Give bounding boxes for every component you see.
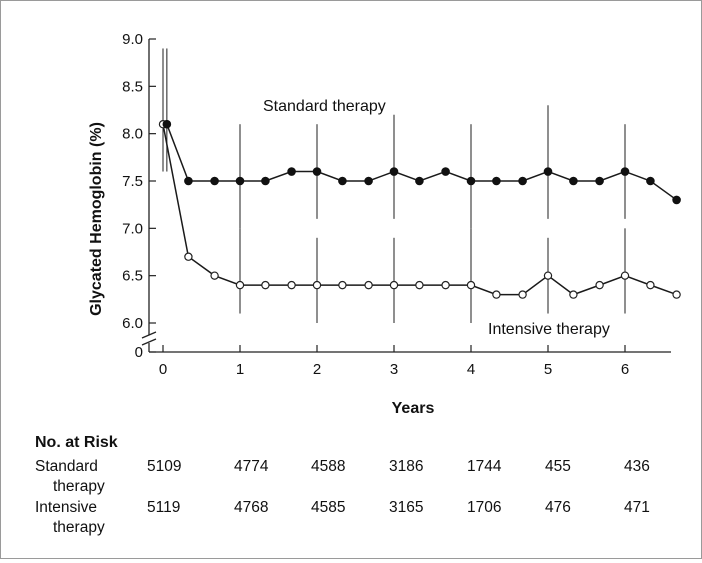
at-risk-value: 4774 (234, 458, 269, 475)
data-point-standard (569, 176, 578, 186)
data-point-standard (646, 176, 655, 186)
y-tick-label: 6.5 (122, 268, 143, 285)
data-point-standard (338, 176, 347, 186)
data-point-intensive (364, 280, 373, 290)
data-point-intensive (287, 280, 296, 290)
at-risk-value: 4585 (311, 499, 345, 516)
data-point-intensive (672, 290, 681, 299)
x-tick-label: 1 (236, 361, 244, 378)
data-point-intensive (543, 271, 553, 280)
series-points (158, 119, 681, 299)
data-point-standard (312, 167, 322, 176)
data-point-intensive (441, 280, 450, 290)
at-risk-values: 5109 4774 4588 3186 1744 455 436 5119 4768 4585 31… (147, 458, 650, 516)
data-point-standard (441, 167, 450, 176)
at-risk-value: 3165 (389, 499, 423, 516)
data-point-standard (466, 176, 476, 186)
at-risk-value: 4768 (234, 499, 268, 516)
at-risk-value: 471 (624, 499, 650, 516)
series-label-standard: Standard therapy (263, 98, 386, 115)
y-axis-break-mark-2 (141, 338, 157, 346)
x-tick-label: 5 (544, 361, 552, 378)
at-risk-value: 3186 (389, 458, 423, 475)
data-point-standard (162, 119, 172, 129)
series-line-standard (166, 123, 678, 201)
y-tick-label: 9.0 (122, 31, 143, 48)
data-point-intensive (389, 280, 399, 290)
x-tick-label: 2 (313, 361, 321, 378)
data-point-intensive (261, 280, 270, 290)
data-point-intensive (569, 290, 578, 299)
data-point-standard (184, 176, 193, 186)
data-point-standard (210, 176, 219, 186)
x-tick-label: 0 (159, 361, 167, 378)
at-risk-value: 5119 (147, 499, 180, 516)
data-point-intensive (184, 252, 193, 261)
data-point-standard (261, 176, 270, 186)
x-tick-label: 6 (621, 361, 629, 378)
data-point-intensive (492, 290, 501, 299)
data-point-intensive (235, 280, 245, 290)
at-risk-value: 436 (624, 458, 650, 475)
data-point-standard (595, 176, 604, 186)
y-tick-label: 7.5 (122, 173, 143, 190)
data-point-standard (415, 176, 424, 186)
at-risk-value: 1706 (467, 499, 501, 516)
data-point-intensive (646, 280, 655, 290)
y-tick-label: 6.0 (122, 315, 143, 332)
x-axis-label: Years (392, 400, 435, 417)
at-risk-title: No. at Risk (35, 434, 118, 451)
data-point-intensive (620, 271, 630, 280)
data-point-standard (287, 167, 296, 176)
data-point-intensive (312, 280, 322, 290)
at-risk-row-label-standard-line2: therapy (53, 478, 105, 495)
axes: 9.0 8.5 8.0 7.5 7.0 6.5 6.0 00 1 2 3 4 5 6 (122, 31, 671, 378)
at-risk-value: 1744 (467, 458, 502, 475)
x-tick-label: 4 (467, 361, 475, 378)
y-tick-label: 8.5 (122, 78, 143, 95)
at-risk-value: 5109 (147, 458, 181, 475)
data-point-standard (389, 167, 399, 176)
at-risk-row-label-standard: Standard (35, 458, 98, 475)
at-risk-value: 4588 (311, 458, 345, 475)
data-point-intensive (518, 290, 527, 299)
at-risk-row-label-intensive-line2: therapy (53, 519, 105, 536)
x-tick-label: 3 (390, 361, 398, 378)
y-tick-label: 8.0 (122, 126, 143, 143)
at-risk-table: No. at Risk Standard therapy Intensive t… (35, 434, 650, 536)
y-tick-label: 0 (135, 344, 143, 361)
data-point-standard (235, 176, 245, 186)
at-risk-value: 455 (545, 458, 571, 475)
y-axis-break-mark-1 (141, 331, 157, 339)
data-point-standard (672, 195, 681, 205)
at-risk-row-label-intensive: Intensive (35, 499, 97, 516)
at-risk-value: 476 (545, 499, 571, 516)
data-point-intensive (466, 280, 476, 290)
data-point-standard (492, 176, 501, 186)
data-point-intensive (210, 271, 219, 280)
data-point-intensive (415, 280, 424, 290)
data-point-standard (364, 176, 373, 186)
y-tick-label: 7.0 (122, 220, 143, 237)
data-point-intensive (595, 280, 604, 290)
data-point-intensive (338, 280, 347, 290)
y-axis-label: Glycated Hemoglobin (%) (88, 122, 105, 316)
data-point-standard (518, 176, 527, 186)
data-point-standard (543, 167, 553, 176)
data-point-standard (620, 167, 630, 176)
series-label-intensive: Intensive therapy (488, 321, 610, 338)
